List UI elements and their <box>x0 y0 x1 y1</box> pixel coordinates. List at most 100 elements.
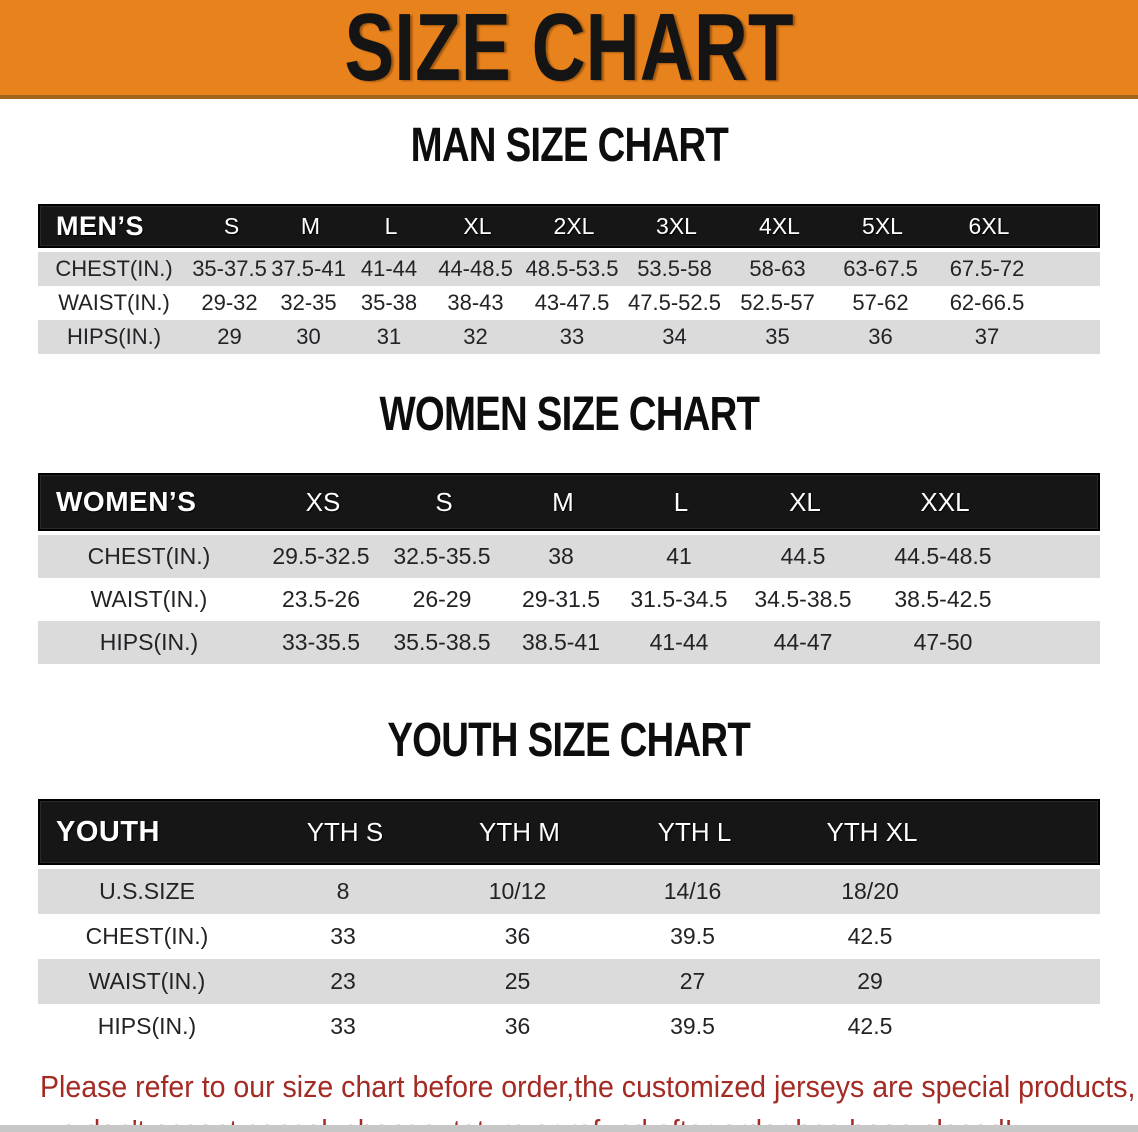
size-cell: 30 <box>296 324 321 349</box>
size-cell: 38.5-42.5 <box>894 586 992 612</box>
size-cell: 32 <box>463 324 488 349</box>
men-table-header-row: MEN’S S M L XL 2XL 3XL 4XL 5XL 6XL <box>38 204 1100 248</box>
women-size-table: WOMEN’S XS S M L XL XXL CHEST(IN.) 29.5-32.5 32.… <box>38 473 1100 664</box>
size-cell: 39.5 <box>670 923 715 949</box>
row-label: CHEST(IN.) <box>85 923 209 949</box>
size-column-header: XL <box>463 212 492 239</box>
table-corner-label: WOMEN’S <box>56 486 197 517</box>
women-section-title: WOMEN SIZE CHART <box>379 388 760 441</box>
disclaimer-line-1: Please refer to our size chart before or… <box>40 1069 1136 1104</box>
table-corner-label: MEN’S <box>56 210 145 241</box>
size-cell: 48.5-53.5 <box>525 256 619 281</box>
row-label: HIPS(IN.) <box>99 629 199 655</box>
men-size-table: MEN’S S M L XL 2XL 3XL 4XL 5XL 6XL CHEST(IN.) 35-3… <box>38 204 1100 354</box>
size-column-header: YTH S <box>306 816 384 847</box>
size-cell: 23.5-26 <box>281 586 360 612</box>
size-cell: 67.5-72 <box>949 256 1025 281</box>
size-cell: 43-47.5 <box>534 290 610 315</box>
size-column-header: XL <box>789 486 821 517</box>
table-row: WAIST(IN.) 23 25 27 29 <box>38 959 1100 1004</box>
size-cell: 32.5-35.5 <box>393 543 491 569</box>
row-label: HIPS(IN.) <box>97 1013 197 1039</box>
row-label: CHEST(IN.) <box>55 256 173 281</box>
size-cell: 62-66.5 <box>949 290 1025 315</box>
size-cell: 34.5-38.5 <box>754 586 852 612</box>
size-cell: 44.5 <box>780 543 826 569</box>
size-cell: 36 <box>504 923 531 949</box>
size-cell: 38.5-41 <box>521 629 600 655</box>
size-column-header: S <box>223 212 240 239</box>
size-cell: 29 <box>857 968 883 994</box>
size-cell: 58-63 <box>749 256 806 281</box>
size-cell: 44-48.5 <box>438 256 513 281</box>
table-row: WAIST(IN.) 23.5-26 26-29 29-31.5 31.5-34.5 34… <box>38 578 1100 621</box>
size-column-header: 4XL <box>759 212 800 239</box>
size-cell: 39.5 <box>670 1013 715 1039</box>
size-cell: 35.5-38.5 <box>393 629 491 655</box>
size-cell: 38-43 <box>447 290 504 315</box>
size-column-header: M <box>552 486 574 517</box>
size-column-header: 5XL <box>862 212 903 239</box>
youth-size-table: YOUTH YTH S YTH M YTH L YTH XL U.S.SIZE 8 10/1… <box>38 799 1100 1049</box>
size-cell: 42.5 <box>847 923 893 949</box>
size-cell: 35-37.5 <box>192 256 267 281</box>
size-column-header: M <box>300 212 321 239</box>
size-cell: 26-29 <box>412 586 472 612</box>
youth-section-title: YOUTH SIZE CHART <box>387 714 751 767</box>
size-cell: 33 <box>559 324 585 349</box>
size-cell: 29-31.5 <box>521 586 600 612</box>
size-cell: 32-35 <box>280 290 337 315</box>
size-cell: 38 <box>548 543 574 569</box>
row-label: U.S.SIZE <box>99 878 195 904</box>
size-column-header: 3XL <box>656 212 697 239</box>
table-row: HIPS(IN.) 33-35.5 35.5-38.5 38.5-41 41-44 44-… <box>38 621 1100 664</box>
size-cell: 57-62 <box>852 290 909 315</box>
size-cell: 33 <box>330 1013 356 1039</box>
size-column-header: YTH XL <box>826 816 918 847</box>
size-cell: 47.5-52.5 <box>628 290 721 315</box>
women-table-header-row: WOMEN’S XS S M L XL XXL <box>38 473 1100 531</box>
row-label: WAIST(IN.) <box>88 968 206 994</box>
size-column-header: S <box>435 486 453 517</box>
size-cell: 53.5-58 <box>637 256 712 281</box>
size-cell: 36 <box>504 1013 531 1039</box>
size-cell: 52.5-57 <box>740 290 815 315</box>
row-label: HIPS(IN.) <box>66 324 162 349</box>
size-cell: 8 <box>336 878 350 904</box>
table-row: HIPS(IN.) 33 36 39.5 42.5 <box>38 1004 1100 1049</box>
table-row: CHEST(IN.) 29.5-32.5 32.5-35.5 38 41 44.5 44.5… <box>38 535 1100 578</box>
size-column-header: XXL <box>920 486 970 517</box>
size-cell: 37 <box>974 324 1000 349</box>
size-cell: 10/12 <box>488 878 547 904</box>
size-column-header: YTH L <box>657 816 732 847</box>
size-cell: 34 <box>662 324 687 349</box>
size-cell: 29.5-32.5 <box>272 543 370 569</box>
size-cell: 36 <box>868 324 893 349</box>
youth-table-body: U.S.SIZE 8 10/12 14/16 18/20 CHEST(IN.) 33 36 39… <box>38 869 1100 1049</box>
size-cell: 63-67.5 <box>843 256 918 281</box>
size-cell: 41-44 <box>649 629 709 655</box>
size-cell: 31.5-34.5 <box>630 586 728 612</box>
disclaimer: Please refer to our size chart before or… <box>40 1065 1138 1132</box>
row-label: WAIST(IN.) <box>58 290 170 315</box>
row-label: WAIST(IN.) <box>90 586 208 612</box>
table-row: HIPS(IN.) 29 30 31 32 33 34 35 36 37 <box>38 320 1100 354</box>
size-cell: 23 <box>330 968 356 994</box>
size-cell: 29-32 <box>201 290 258 315</box>
size-column-header: L <box>384 212 398 239</box>
size-cell: 37.5-41 <box>271 256 346 281</box>
table-corner-label: YOUTH <box>56 815 160 848</box>
size-column-header: 2XL <box>553 212 595 239</box>
size-cell: 44.5-48.5 <box>894 543 992 569</box>
size-cell: 35-38 <box>360 290 418 315</box>
size-cell: 44-47 <box>773 629 833 655</box>
row-label: CHEST(IN.) <box>87 543 211 569</box>
size-cell: 33 <box>330 923 356 949</box>
size-cell: 42.5 <box>847 1013 893 1039</box>
size-cell: 14/16 <box>663 878 722 904</box>
youth-section-title-wrap: YOUTH SIZE CHART <box>0 714 1138 779</box>
men-table-body: CHEST(IN.) 35-37.5 37.5-41 41-44 44-48.5 48.5… <box>38 252 1100 354</box>
size-cell: 47-50 <box>913 629 973 655</box>
size-cell: 33-35.5 <box>281 629 360 655</box>
